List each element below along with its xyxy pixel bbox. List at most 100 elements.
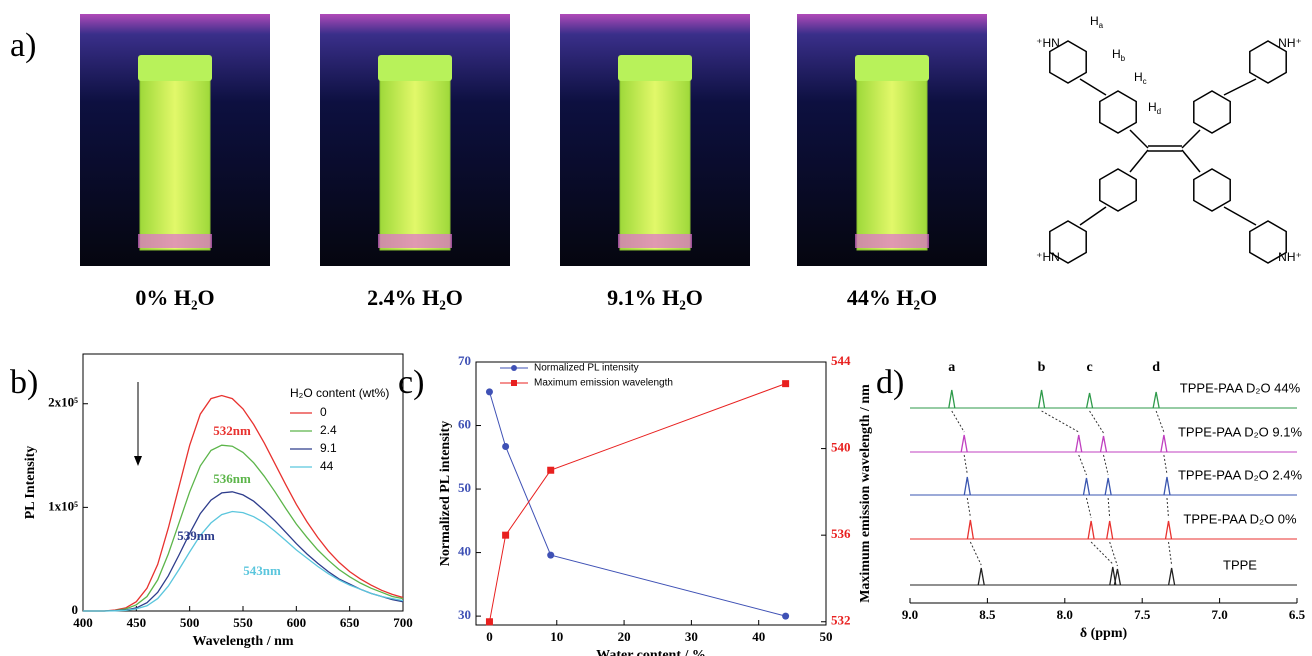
pyridinium-ring — [1249, 220, 1287, 264]
h-label: Hd — [1148, 100, 1161, 116]
legend-marker — [511, 380, 517, 386]
cuvette-base — [378, 234, 452, 248]
y2-tick-label: 540 — [831, 440, 851, 455]
peak-label: b — [1038, 360, 1046, 375]
y-tick-label: 70 — [458, 353, 471, 368]
x-axis-label: Water content / % — [596, 648, 706, 656]
x-tick-label: 9.0 — [902, 607, 918, 622]
series-label: TPPE-PAA D₂O 2.4% — [1178, 467, 1302, 482]
series-line — [83, 491, 404, 612]
panel-label: c) — [398, 364, 424, 401]
y-axis-label: Normalized PL intensity — [438, 421, 453, 566]
legend-label: 2.4 — [320, 423, 337, 437]
cuvette — [139, 69, 211, 251]
x-axis-label: Wavelength / nm — [192, 634, 293, 649]
y2-tick-label: 536 — [831, 526, 851, 541]
h-label-sub: c — [1143, 77, 1147, 86]
legend-label: 0 — [320, 405, 327, 419]
x-tick-label: 8.5 — [979, 607, 996, 622]
legend-title: H₂O content (wt%) — [290, 386, 389, 400]
series-line — [489, 391, 786, 617]
peak — [960, 434, 968, 453]
charge-label: NH⁺ — [1278, 250, 1302, 264]
marker — [485, 388, 493, 396]
h-label-main: H — [1148, 100, 1157, 114]
cuvette — [856, 69, 928, 251]
peak — [1075, 434, 1083, 453]
series-label: TPPE-PAA D₂O 9.1% — [1178, 424, 1302, 439]
y-tick-label: 50 — [458, 480, 471, 495]
connector — [969, 541, 982, 566]
y2-tick-label: 544 — [831, 353, 851, 368]
marker — [782, 612, 790, 620]
connector — [1085, 497, 1092, 519]
connector — [1041, 410, 1079, 433]
peak — [948, 389, 956, 409]
x-tick-label: 0 — [486, 629, 493, 644]
bond — [1129, 129, 1149, 149]
cuvette-cap — [855, 55, 929, 81]
phenyl-ring — [1099, 168, 1137, 212]
peak — [1167, 567, 1176, 586]
h-label: Hb — [1112, 47, 1126, 63]
phenyl-ring — [1193, 168, 1231, 212]
legend-marker — [511, 365, 517, 371]
connector — [951, 410, 965, 433]
y-tick-label: 40 — [458, 544, 471, 559]
phenyl-ring — [1099, 90, 1137, 134]
connector — [1166, 497, 1170, 519]
series-line — [83, 394, 404, 612]
panel-label: d) — [876, 364, 904, 401]
y-tick-label: 60 — [458, 417, 471, 432]
peak-label: c — [1086, 360, 1092, 375]
peak — [1113, 568, 1122, 586]
h-label-sub: b — [1121, 54, 1126, 63]
x-tick-label: 7.5 — [1134, 607, 1151, 622]
marker — [485, 618, 493, 626]
pyridinium-ring — [1049, 40, 1087, 84]
y-tick-label: 2x10⁵ — [48, 395, 78, 410]
x-tick-label: 650 — [340, 615, 360, 630]
x-tick-label: 50 — [820, 629, 833, 644]
annotation: 532nm — [213, 423, 251, 438]
h-label-sub: a — [1099, 21, 1104, 30]
pyridinium-ring — [1249, 40, 1287, 84]
cuvette-cap — [378, 55, 452, 81]
x-tick-label: 30 — [685, 629, 698, 644]
connector — [1078, 454, 1087, 476]
peak — [966, 519, 975, 540]
x-tick-label: 550 — [233, 615, 253, 630]
marker — [502, 531, 510, 539]
annotation: 539nm — [177, 528, 215, 543]
plot-frame — [475, 361, 827, 626]
connector — [1089, 410, 1104, 434]
h-label: Hc — [1134, 70, 1147, 86]
x-tick-label: 700 — [393, 615, 413, 630]
peak — [1104, 477, 1112, 496]
x-tick-label: 6.5 — [1289, 607, 1306, 622]
legend-label: 9.1 — [320, 441, 337, 455]
x-tick-label: 20 — [618, 629, 631, 644]
h-label-main: H — [1112, 47, 1121, 61]
legend-label: 44 — [320, 459, 334, 473]
pyridinium-ring — [1049, 220, 1087, 264]
peak — [1099, 435, 1108, 453]
x-tick-label: 10 — [550, 629, 563, 644]
h-label-sub: d — [1157, 107, 1161, 116]
h-label: Ha — [1090, 14, 1104, 30]
h-label-main: H — [1090, 14, 1099, 28]
bond — [1181, 129, 1201, 149]
charge-label: NH⁺ — [1278, 36, 1302, 50]
series-line — [83, 444, 404, 612]
connector — [1090, 541, 1114, 565]
peak — [1109, 566, 1117, 586]
peak — [1164, 520, 1173, 540]
x-tick-label: 450 — [127, 615, 147, 630]
series-label: TPPE-PAA D₂O 0% — [1183, 511, 1297, 526]
peak — [1163, 476, 1171, 496]
charge-label: ⁺HN — [1036, 36, 1060, 50]
photo-caption: 44% H₂O — [847, 285, 937, 310]
peak-label: a — [948, 360, 955, 375]
series-label: TPPE-PAA D₂O 44% — [1180, 380, 1301, 395]
